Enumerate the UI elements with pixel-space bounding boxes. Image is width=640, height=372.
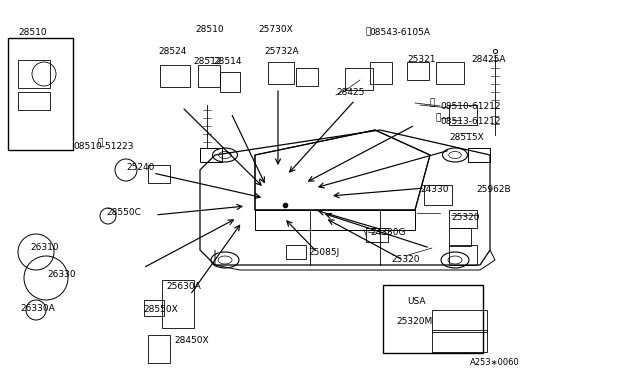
Text: 28550X: 28550X bbox=[143, 305, 178, 314]
Text: 26330: 26330 bbox=[47, 270, 76, 279]
Bar bbox=[449, 105, 477, 125]
Text: Ⓢ: Ⓢ bbox=[365, 28, 371, 36]
Text: 08510-51223: 08510-51223 bbox=[73, 142, 134, 151]
Text: 28512: 28512 bbox=[193, 57, 221, 66]
Text: 25240: 25240 bbox=[126, 163, 154, 172]
Bar bbox=[366, 228, 388, 242]
Text: 28450X: 28450X bbox=[174, 336, 209, 345]
Text: Ⓢ: Ⓢ bbox=[435, 113, 441, 122]
Bar bbox=[407, 62, 429, 80]
Bar bbox=[449, 228, 471, 246]
Text: 08513-61212: 08513-61212 bbox=[440, 117, 500, 126]
Text: 25630A: 25630A bbox=[166, 282, 201, 291]
Bar bbox=[468, 148, 490, 162]
Text: 25962B: 25962B bbox=[476, 185, 511, 194]
Text: 28425A: 28425A bbox=[471, 55, 506, 64]
Text: 25320M: 25320M bbox=[396, 317, 432, 326]
Text: 28550C: 28550C bbox=[106, 208, 141, 217]
Text: A253∗0060: A253∗0060 bbox=[470, 358, 520, 367]
Text: 25320: 25320 bbox=[451, 213, 479, 222]
Text: 24330: 24330 bbox=[420, 185, 449, 194]
Text: 25320: 25320 bbox=[391, 255, 419, 264]
Bar bbox=[286, 245, 306, 259]
Bar bbox=[198, 65, 220, 87]
Text: 26330A: 26330A bbox=[20, 304, 55, 313]
Bar bbox=[370, 62, 392, 84]
Bar bbox=[8, 38, 73, 150]
Bar bbox=[449, 245, 477, 265]
Text: 28510: 28510 bbox=[18, 28, 47, 37]
Text: 25321: 25321 bbox=[407, 55, 435, 64]
Text: 25732A: 25732A bbox=[264, 47, 299, 56]
Bar bbox=[148, 165, 170, 183]
Bar bbox=[345, 68, 373, 90]
Bar bbox=[383, 285, 483, 353]
Text: 25085J: 25085J bbox=[308, 248, 339, 257]
Bar bbox=[200, 148, 222, 162]
Text: 08543-6105A: 08543-6105A bbox=[369, 28, 430, 37]
Bar bbox=[162, 280, 194, 328]
Bar bbox=[449, 210, 477, 228]
Text: 25730X: 25730X bbox=[258, 25, 292, 34]
Bar bbox=[148, 335, 170, 363]
Bar bbox=[18, 60, 50, 88]
Text: 28515X: 28515X bbox=[449, 133, 484, 142]
Text: 08510-61212: 08510-61212 bbox=[440, 102, 500, 111]
Bar bbox=[268, 62, 294, 84]
Bar bbox=[436, 62, 464, 84]
Text: 28425: 28425 bbox=[336, 88, 364, 97]
Bar bbox=[424, 185, 452, 205]
Text: 28524: 28524 bbox=[158, 47, 186, 56]
Text: 28510: 28510 bbox=[195, 25, 223, 34]
Bar bbox=[144, 300, 164, 316]
Text: USA: USA bbox=[407, 297, 426, 306]
Text: 28514: 28514 bbox=[213, 57, 241, 66]
Bar bbox=[432, 330, 487, 352]
Bar bbox=[220, 72, 240, 92]
Text: Ⓢ: Ⓢ bbox=[97, 138, 102, 148]
Text: Ⓢ: Ⓢ bbox=[429, 99, 435, 108]
Bar bbox=[296, 68, 318, 86]
Bar bbox=[432, 310, 487, 332]
Text: 24330G: 24330G bbox=[370, 228, 406, 237]
Bar bbox=[18, 92, 50, 110]
Bar bbox=[160, 65, 190, 87]
Text: 26310: 26310 bbox=[30, 243, 59, 252]
